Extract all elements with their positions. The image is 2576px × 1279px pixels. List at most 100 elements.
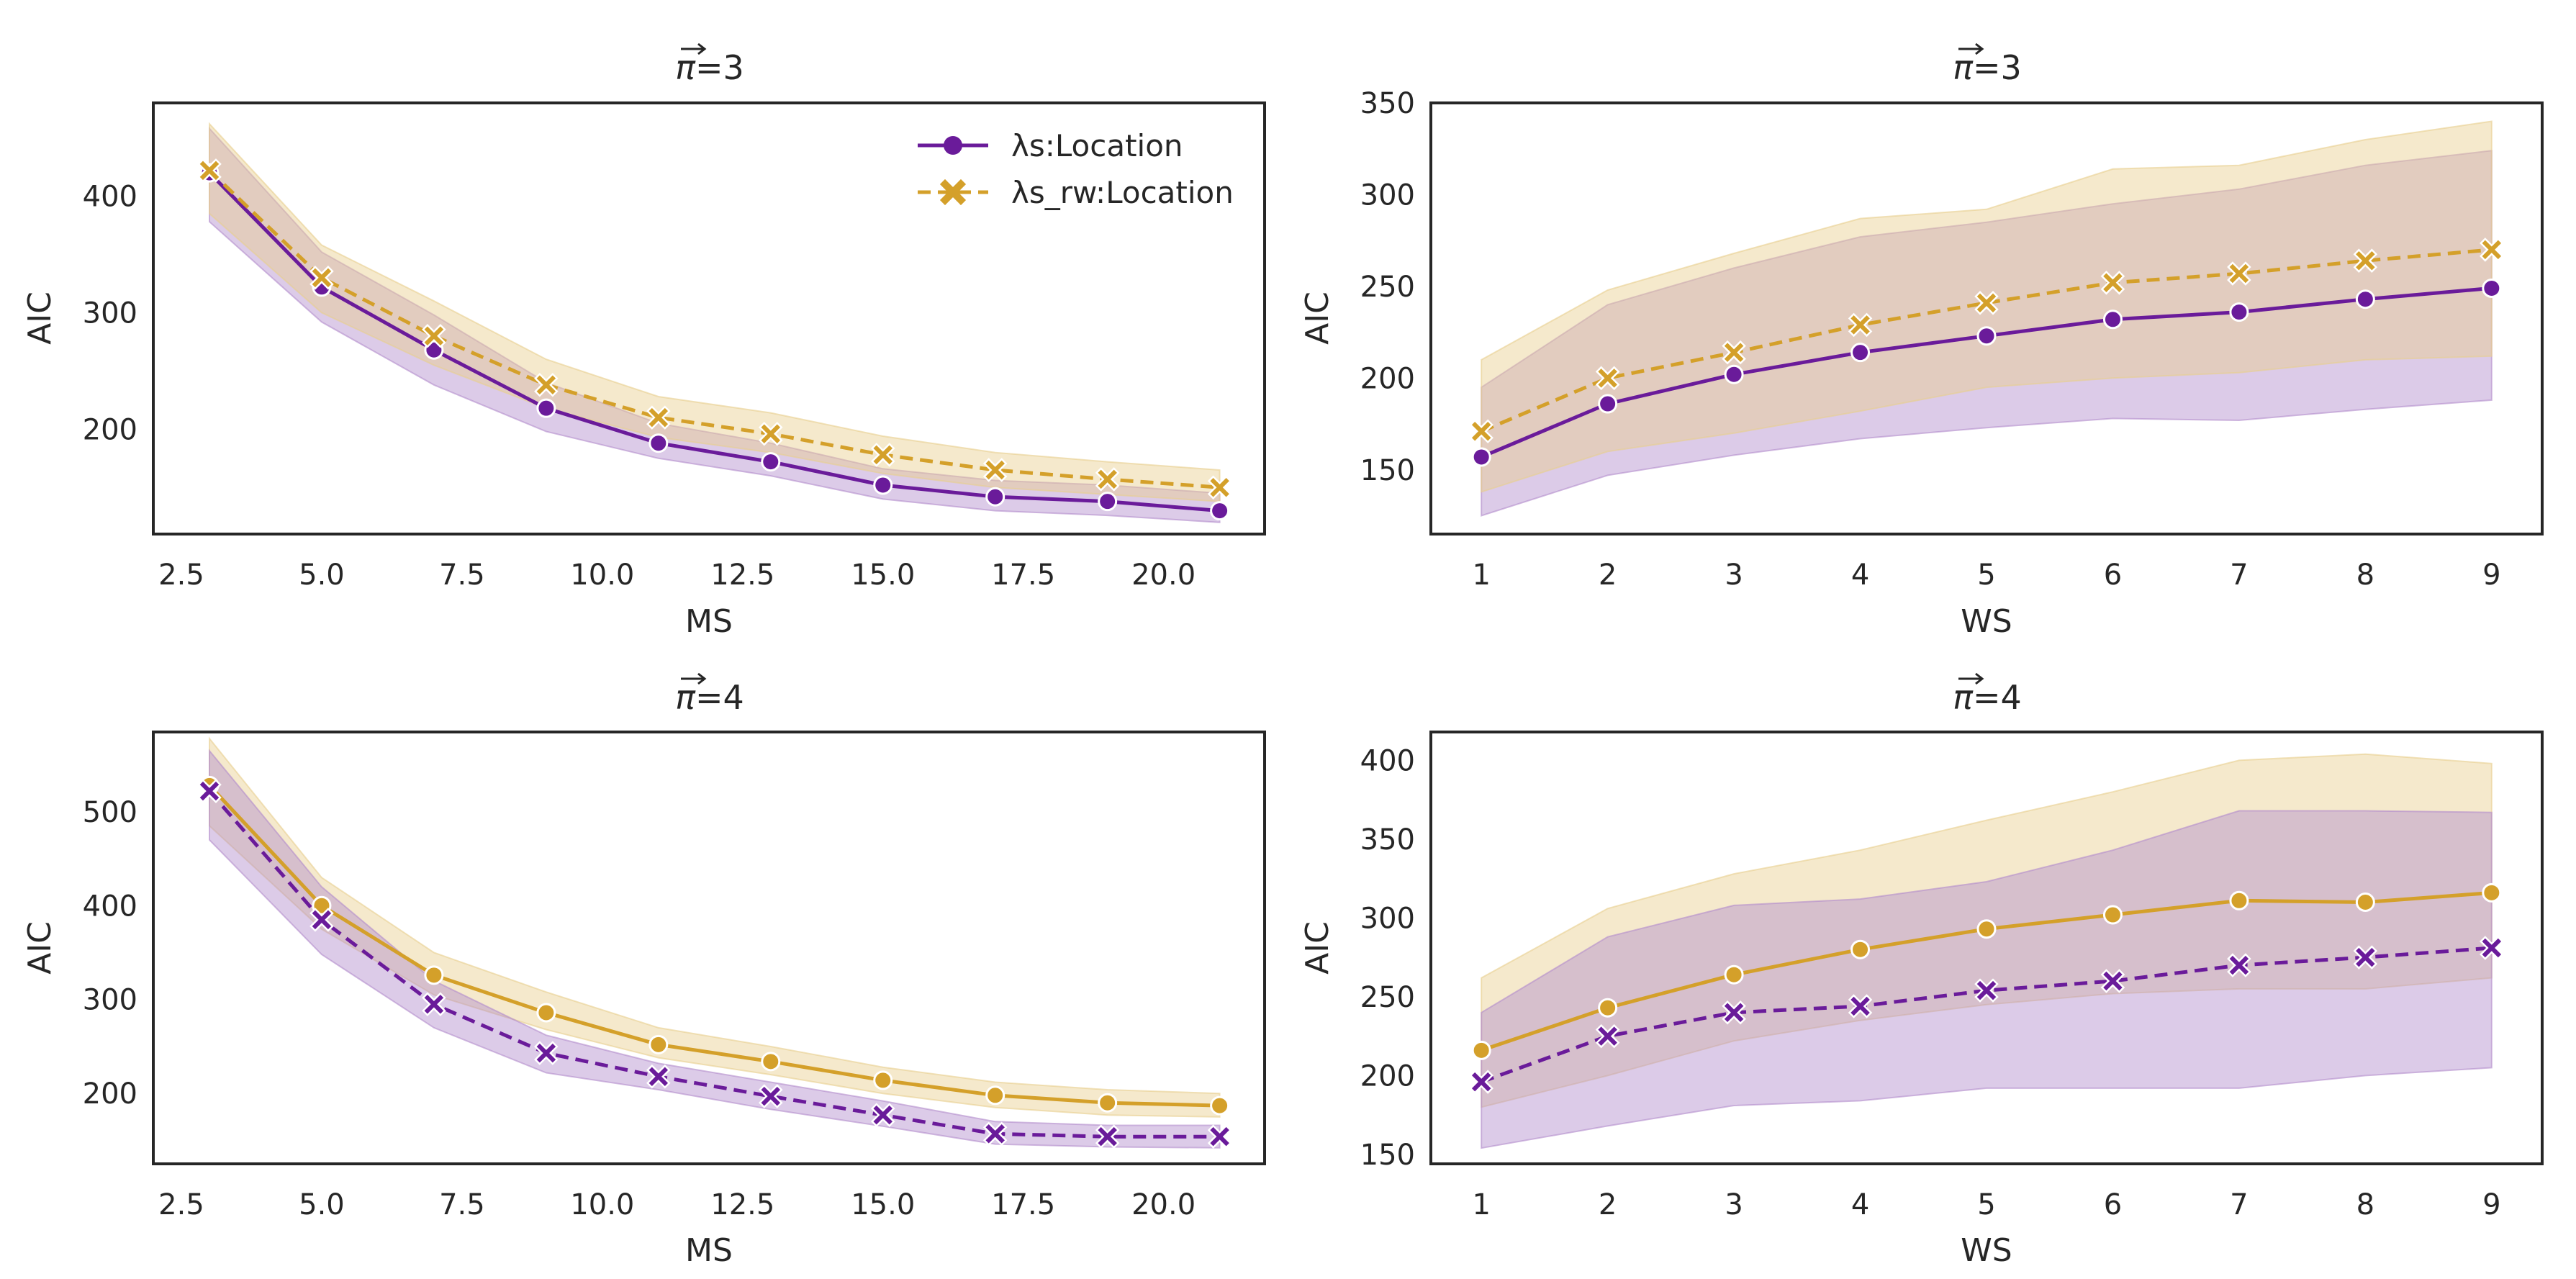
data-point-circle — [1976, 326, 1997, 346]
data-point-x — [199, 161, 220, 181]
y-axis-label: AIC — [1299, 921, 1336, 975]
data-point-circle — [648, 1034, 669, 1054]
data-point-circle — [424, 965, 444, 985]
data-point-x — [873, 445, 892, 465]
data-point-x — [536, 375, 556, 395]
data-point-x — [761, 424, 781, 444]
x-axis-label: MS — [685, 603, 733, 640]
confidence-bands — [1481, 120, 2493, 517]
data-point-x — [985, 460, 1005, 480]
legend: λs:Location λs_rw:Location — [918, 128, 1234, 210]
data-point-circle — [985, 487, 1005, 507]
data-point-circle — [648, 433, 669, 453]
data-point-x — [312, 910, 332, 930]
vector-arrow-icon — [681, 672, 707, 685]
data-point-circle — [1598, 394, 1618, 414]
series-lines — [208, 169, 1220, 513]
plot-frame — [1429, 731, 2544, 1165]
x-tick-label: 7.5 — [439, 559, 485, 592]
x-tick-label: 10.0 — [570, 1188, 634, 1221]
pi-symbol: π — [675, 48, 696, 87]
data-point-x — [1598, 369, 1617, 388]
data-point-x — [2482, 240, 2502, 260]
confidence-bands — [1481, 753, 2493, 1149]
x-axis-label: WS — [1961, 1232, 2012, 1269]
y-axis-label: AIC — [1299, 291, 1336, 345]
confidence-band-0 — [209, 736, 1221, 1118]
x-axis-label: WS — [1961, 603, 2012, 640]
data-point-x — [1976, 980, 1997, 1000]
pi-symbol: π — [1953, 48, 1974, 87]
title-value: =3 — [1973, 48, 2022, 87]
y-axis-label: AIC — [22, 921, 58, 975]
data-point-circle — [1850, 343, 1871, 363]
data-point-x — [2103, 971, 2123, 991]
data-point-circle — [1210, 1095, 1230, 1116]
x-tick-label: 1 — [1472, 559, 1490, 592]
x-tick-label: 5 — [1977, 559, 1995, 592]
y-tick-label: 350 — [1360, 823, 1415, 857]
x-tick-label: 15.0 — [851, 559, 915, 592]
plot-frame — [152, 101, 1266, 535]
data-point-x — [2229, 263, 2249, 284]
data-point-x — [648, 407, 669, 428]
pi-symbol: π — [675, 678, 696, 717]
x-tick-label: 2.5 — [158, 559, 204, 592]
data-point-circle — [2102, 905, 2123, 925]
confidence-band-1 — [209, 749, 1221, 1149]
series-line-0 — [208, 171, 1220, 513]
x-tick-labels: 2.5 5.0 7.5 10.0 12.5 15.0 17.5 20.0 — [158, 559, 1196, 592]
x-tick-label: 10.0 — [570, 559, 634, 592]
x-tick-label: 17.5 — [991, 559, 1055, 592]
y-tick-labels: 150 200 250 300 350 — [1360, 87, 1415, 487]
y-tick-label: 200 — [1360, 1059, 1415, 1093]
data-point-circle — [2482, 882, 2502, 903]
data-point-circle — [2229, 890, 2249, 910]
data-point-x — [1976, 293, 1997, 313]
y-tick-label: 300 — [1360, 178, 1415, 212]
data-point-x — [199, 781, 220, 801]
x-tick-label: 1 — [1472, 1188, 1490, 1221]
title-value: =4 — [695, 678, 744, 717]
pi-symbol: π — [1953, 678, 1974, 717]
y-tick-label: 150 — [1360, 1139, 1415, 1172]
vector-arrow-icon — [1958, 672, 1984, 685]
data-point-circle — [536, 398, 556, 418]
y-tick-labels: 200 300 400 500 — [83, 796, 137, 1111]
data-point-x — [312, 268, 332, 288]
data-point-x — [2356, 250, 2375, 271]
title-value: =4 — [1973, 678, 2022, 717]
chart-title: π=4 — [675, 678, 744, 717]
legend-label-b: λs_rw:Location — [1011, 175, 1234, 210]
x-tick-label: 12.5 — [710, 559, 774, 592]
data-point-x — [1210, 1126, 1229, 1147]
data-point-x — [1210, 478, 1229, 497]
data-point-x — [2103, 273, 2123, 293]
x-tick-label: 8 — [2356, 559, 2374, 592]
x-tick-label: 9 — [2482, 1188, 2500, 1221]
data-point-x — [2229, 955, 2249, 975]
panel-ms-pi4: π=4 2.5 5.0 7.5 10.0 12.5 15.0 17.5 20.0 200 300… — [22, 672, 1266, 1269]
data-point-x — [424, 995, 444, 1014]
data-point-x — [1850, 996, 1870, 1016]
y-tick-label: 250 — [1360, 981, 1415, 1014]
x-tick-label: 5 — [1977, 1188, 1995, 1221]
y-tick-label: 350 — [1360, 87, 1415, 120]
vector-arrow-icon — [681, 42, 707, 55]
x-tick-label: 2.5 — [158, 1188, 204, 1221]
title-value: =3 — [695, 48, 744, 87]
series-markers — [197, 775, 1232, 1149]
x-tick-label: 6 — [2104, 559, 2122, 592]
y-tick-labels: 150 200 250 300 350 400 — [1360, 744, 1415, 1171]
x-tick-labels: 1 2 3 4 5 6 7 8 9 — [1472, 559, 2500, 592]
x-tick-label: 7 — [2230, 1188, 2248, 1221]
y-tick-label: 400 — [83, 890, 137, 923]
confidence-bands — [209, 736, 1221, 1149]
series-line-0 — [208, 784, 1220, 1108]
y-tick-label: 200 — [83, 413, 137, 446]
data-point-circle — [761, 1052, 781, 1072]
data-point-x — [1724, 343, 1744, 362]
y-tick-label: 400 — [1360, 744, 1415, 777]
series-markers — [1469, 238, 2504, 467]
